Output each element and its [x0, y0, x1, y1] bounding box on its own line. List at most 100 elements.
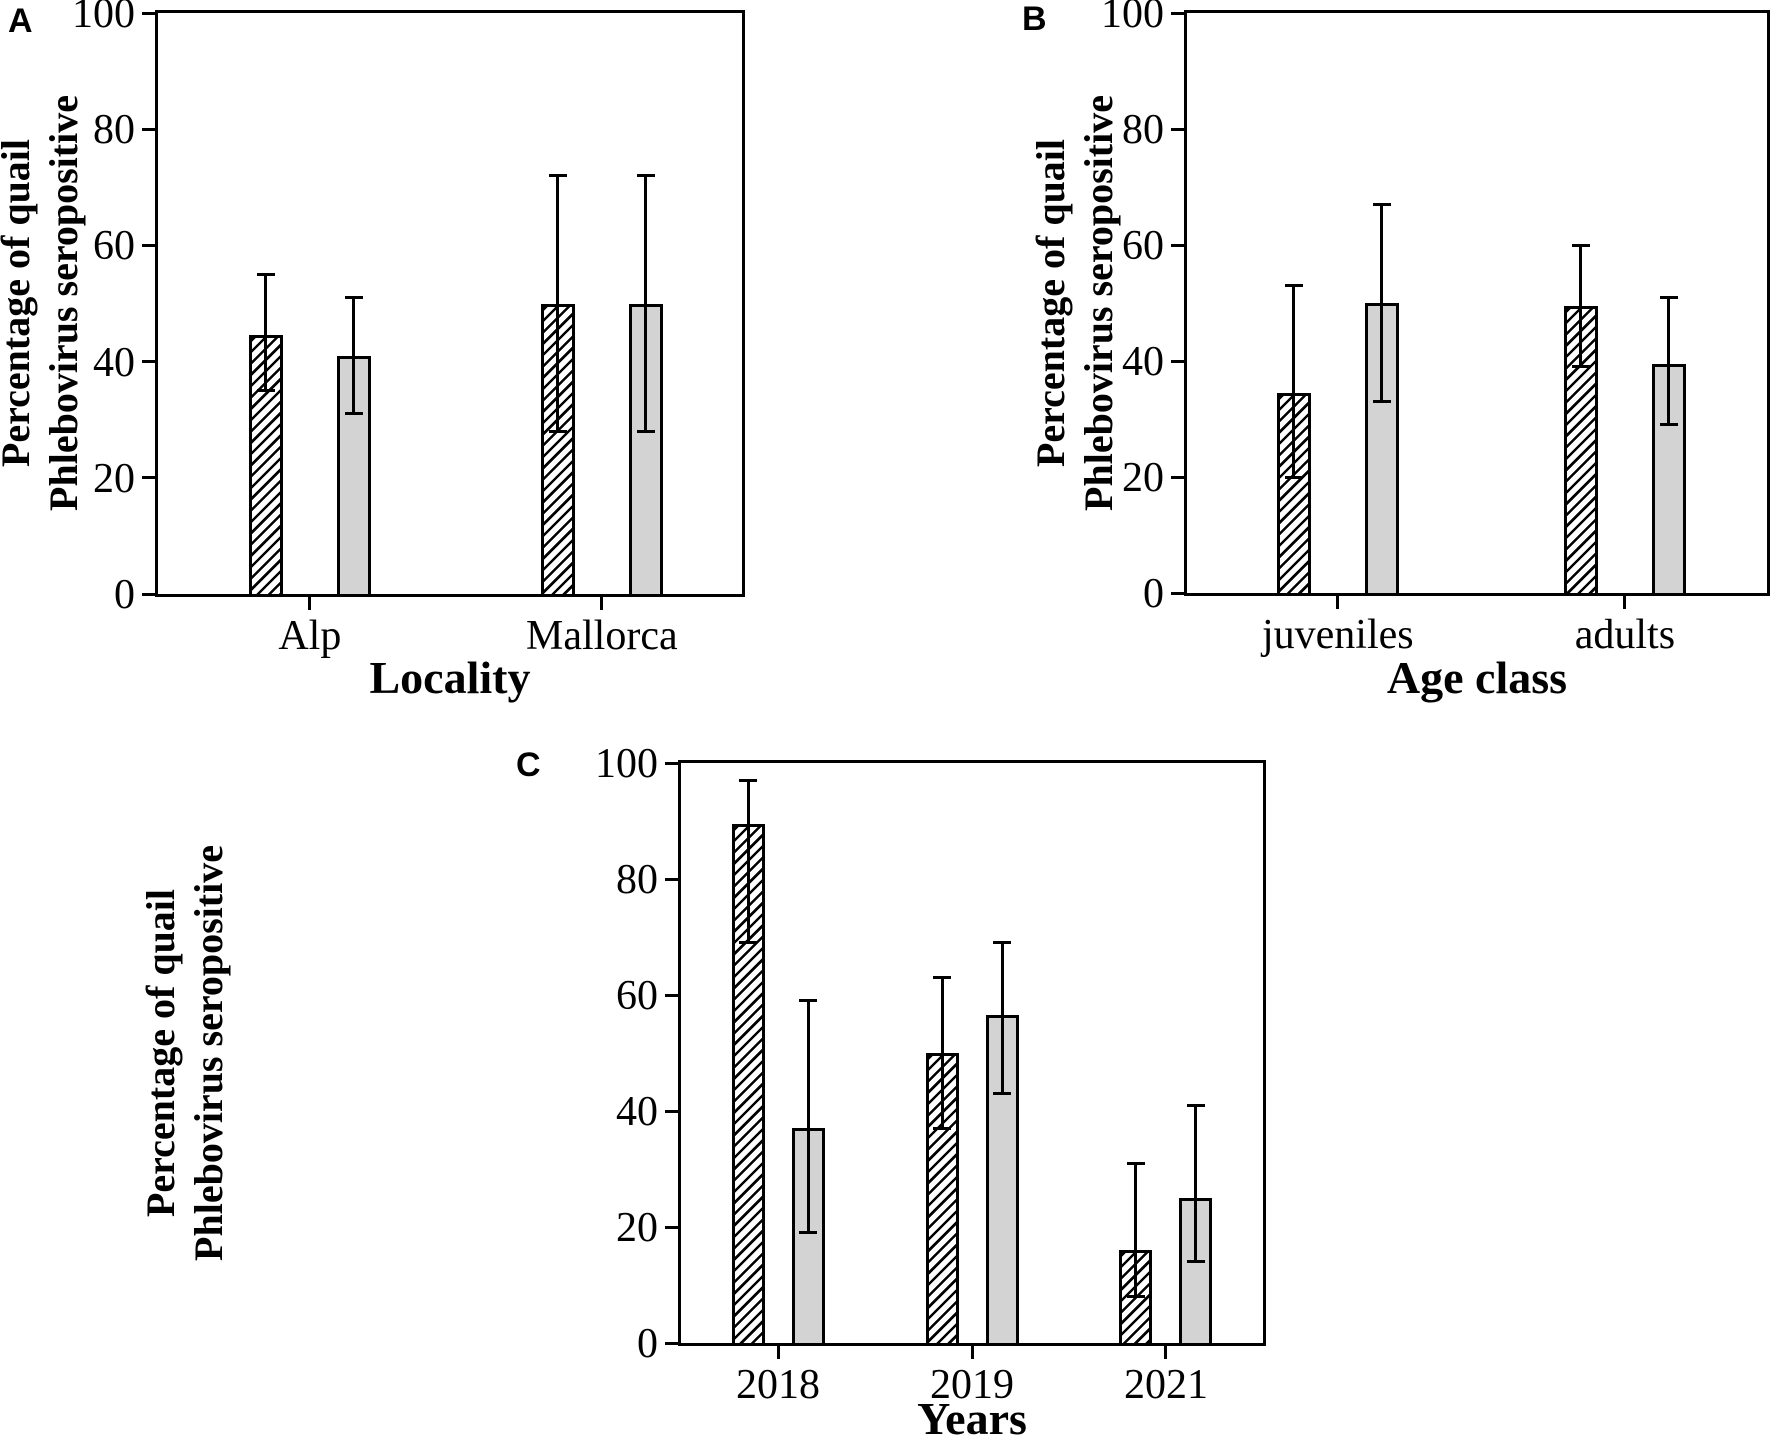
y-axis-label-c: Percentage of quail Phlebovirus seroposi…	[137, 673, 237, 1433]
bar-hatched	[1563, 305, 1598, 593]
error-bar-cap-bottom	[256, 389, 275, 393]
plot-area-a: 0 20 40 60 80 100 Alp Mallorca	[72, 0, 745, 657]
x-category-label: 2019	[930, 1362, 1014, 1408]
y-axis-tick-label: 40	[93, 339, 135, 386]
y-axis-tick	[1171, 11, 1187, 15]
panel-letter-a: A	[8, 2, 33, 40]
error-bar-cap-top	[993, 941, 1011, 945]
error-bar-whisker	[352, 297, 356, 414]
error-bar-cap-bottom	[548, 429, 567, 433]
y-axis-tick	[142, 127, 158, 131]
error-bar-cap-top	[636, 174, 655, 178]
error-bar-cap-top	[1571, 243, 1590, 247]
error-bar-whisker	[1667, 297, 1671, 425]
y-axis-tick-label: 40	[616, 1089, 658, 1135]
error-bar-cap-bottom	[636, 429, 655, 433]
error-bar-cap-bottom	[1372, 400, 1391, 404]
error-bar-whisker	[806, 1000, 810, 1233]
error-bar-cap-top	[739, 778, 758, 782]
y-axis-tick	[1171, 475, 1187, 479]
y-axis-tick	[1171, 359, 1187, 363]
x-axis-title-b: Age class	[1386, 652, 1568, 703]
y-axis-tick-label: 0	[114, 572, 135, 618]
error-bar-cap-top	[1284, 284, 1303, 288]
error-bar-cap-top	[344, 296, 363, 300]
bar-hatched	[731, 823, 765, 1343]
error-bar-whisker	[1579, 245, 1583, 367]
x-axis-tick	[1164, 1343, 1168, 1359]
y-axis-tick-label: 20	[1122, 455, 1164, 501]
error-bar-whisker	[940, 977, 944, 1129]
y-axis-tick-label: 100	[72, 0, 135, 37]
y-axis-tick	[142, 360, 158, 364]
y-axis-tick	[142, 476, 158, 480]
panel-letter-b: B	[1022, 0, 1047, 38]
x-axis-title-a: Locality	[369, 652, 531, 703]
plot-area-c: 0 20 40 60 80 100 2018 2019 2021	[595, 743, 1266, 1406]
panel-letter-c: C	[516, 746, 541, 784]
x-category-label: adults	[1574, 612, 1676, 658]
x-axis-tick	[776, 1343, 780, 1359]
y-axis-tick-label: 20	[616, 1205, 658, 1251]
y-axis-tick-label: 0	[637, 1321, 658, 1367]
y-axis-tick	[142, 243, 158, 247]
x-axis-tick	[308, 594, 312, 610]
error-bar-whisker	[556, 175, 560, 432]
error-bar-cap-bottom	[1571, 365, 1590, 369]
error-bar-cap-bottom	[1284, 475, 1303, 479]
y-axis-tick-label: 40	[1122, 339, 1164, 385]
x-axis-tick	[600, 594, 604, 610]
error-bar-cap-top	[548, 174, 567, 178]
error-bar-cap-top	[1126, 1161, 1145, 1165]
y-axis-tick	[665, 1341, 681, 1345]
y-axis-tick-label: 100	[1101, 0, 1164, 37]
error-bar-whisker	[1292, 285, 1296, 477]
y-axis-tick-label: 60	[616, 973, 658, 1019]
error-bar-whisker	[1134, 1163, 1138, 1297]
y-axis-tick	[1171, 591, 1187, 595]
y-axis-tick	[665, 877, 681, 881]
y-axis-tick	[665, 1225, 681, 1229]
y-axis-label-c-line1: Percentage of quail	[138, 888, 183, 1218]
y-axis-tick-label: 60	[1122, 223, 1164, 269]
y-axis-tick-label: 80	[93, 107, 135, 154]
x-category-label: Mallorca	[526, 613, 678, 659]
y-axis-tick-label: 20	[93, 455, 135, 502]
y-axis-tick	[665, 993, 681, 997]
error-bar-whisker	[264, 274, 268, 391]
error-bar-whisker	[1194, 1105, 1198, 1262]
error-bar-whisker	[1380, 204, 1384, 402]
x-axis-title-c: Years	[917, 1393, 1027, 1442]
y-axis-tick-label: 80	[1122, 107, 1164, 153]
error-bar-whisker	[644, 175, 648, 432]
x-category-label: Alp	[278, 613, 342, 659]
error-bar-cap-bottom	[993, 1092, 1011, 1096]
error-bar-cap-bottom	[799, 1231, 818, 1235]
y-axis-tick	[1171, 127, 1187, 131]
error-bar-cap-top	[1186, 1103, 1205, 1107]
error-bar-whisker	[1000, 942, 1004, 1094]
y-axis-tick-label: 80	[616, 857, 658, 903]
y-axis-tick-label: 100	[595, 741, 658, 787]
error-bar-cap-bottom	[1186, 1260, 1205, 1264]
y-axis-tick	[665, 1109, 681, 1113]
y-axis-label-c-line2: Phlebovirus seropositive	[186, 845, 231, 1261]
x-axis-tick	[970, 1343, 974, 1359]
x-axis-tick	[1623, 593, 1627, 609]
error-bar-cap-top	[933, 976, 951, 980]
error-bar-cap-top	[256, 272, 275, 276]
x-category-label: juveniles	[1261, 612, 1414, 658]
error-bar-cap-bottom	[344, 412, 363, 416]
plot-area-b: 0 20 40 60 80 100 juveniles adults	[1101, 0, 1770, 656]
error-bar-cap-bottom	[1126, 1295, 1145, 1299]
y-axis-tick	[1171, 243, 1187, 247]
y-axis-tick	[665, 761, 681, 765]
y-axis-tick	[142, 11, 158, 15]
error-bar-cap-bottom	[739, 941, 758, 945]
x-category-label: 2018	[736, 1362, 821, 1408]
error-bar-cap-top	[1659, 295, 1678, 299]
error-bar-cap-bottom	[1659, 423, 1678, 427]
error-bar-whisker	[746, 780, 750, 943]
error-bar-cap-top	[799, 999, 818, 1003]
